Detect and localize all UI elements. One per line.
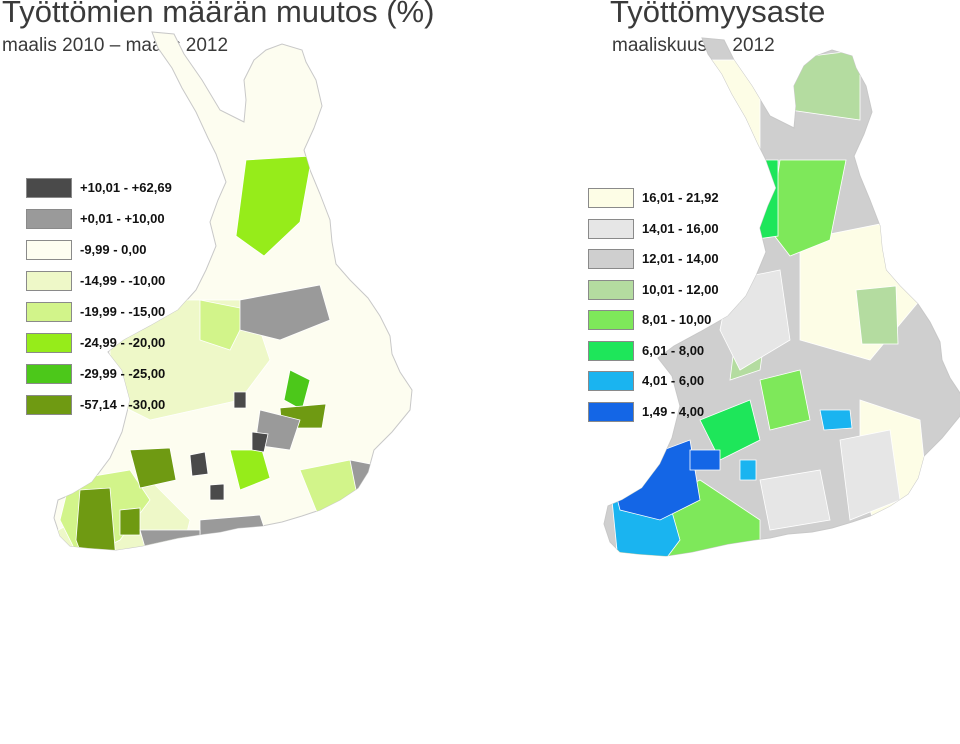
legend-label: 12,01 - 14,00 xyxy=(642,251,719,266)
legend-item: 16,01 - 21,92 xyxy=(588,188,828,208)
legend-label: 16,01 - 21,92 xyxy=(642,190,719,205)
legend-label: -19,99 - -15,00 xyxy=(80,304,166,319)
legend-label: 10,01 - 12,00 xyxy=(642,281,719,297)
legend-swatch xyxy=(588,279,634,300)
legend-label: -9,99 - 0,00 xyxy=(80,242,147,257)
legend-label: 1,49 - 4,00 xyxy=(642,403,705,419)
legend-swatch xyxy=(588,371,634,391)
legend-swatch xyxy=(26,271,72,291)
right-map xyxy=(603,37,960,557)
legend-label: 6,01 - 8,00 xyxy=(642,342,705,358)
right-map-title: Työttömyysaste xyxy=(610,0,826,29)
legend-item: -57,14 - -30,00 xyxy=(26,395,266,415)
legend-swatch xyxy=(26,178,72,198)
legend-label: +0,01 - +10,00 xyxy=(80,211,165,226)
legend-swatch xyxy=(588,310,634,330)
legend-label: -29,99 - -25,00 xyxy=(80,366,166,381)
legend-label: -57,14 - -30,00 xyxy=(80,397,166,412)
legend-label: 8,01 - 10,00 xyxy=(642,312,712,327)
legend-swatch xyxy=(588,340,634,361)
legend-item: 10,01 - 12,00 xyxy=(588,279,828,300)
legend-label: -24,99 - -20,00 xyxy=(80,335,166,350)
legend-swatch xyxy=(26,209,72,229)
legend-swatch xyxy=(26,364,72,384)
legend-swatch xyxy=(26,395,72,415)
legend-label: -14,99 - -10,00 xyxy=(80,273,166,288)
left-map xyxy=(53,31,413,551)
legend-item: 14,01 - 16,00 xyxy=(588,218,828,239)
legend-swatch xyxy=(588,188,634,208)
legend-swatch xyxy=(26,302,72,322)
right-map-subtitle: maaliskuussa 2012 xyxy=(612,35,775,56)
legend-item: -14,99 - -10,00 xyxy=(26,271,266,291)
legend-swatch xyxy=(26,333,72,353)
legend-swatch xyxy=(588,218,634,239)
legend-swatch xyxy=(26,240,72,260)
legend-item: 4,01 - 6,00 xyxy=(588,371,828,391)
legend-item: -24,99 - -20,00 xyxy=(26,333,266,353)
legend-label: 14,01 - 16,00 xyxy=(642,220,719,236)
legend-item: +0,01 - +10,00 xyxy=(26,209,266,229)
legend-swatch xyxy=(588,249,634,269)
legend-item: -9,99 - 0,00 xyxy=(26,240,266,260)
legend-label: 4,01 - 6,00 xyxy=(642,373,705,388)
legend-label: +10,01 - +62,69 xyxy=(80,180,172,195)
legend-item: 6,01 - 8,00 xyxy=(588,340,828,361)
legend-item: 8,01 - 10,00 xyxy=(588,310,828,330)
legend-item: -19,99 - -15,00 xyxy=(26,302,266,322)
left-map-title: Työttömien määrän muutos (%) xyxy=(2,0,435,29)
legend-item: 12,01 - 14,00 xyxy=(588,249,828,269)
legend-item: -29,99 - -25,00 xyxy=(26,364,266,384)
legend-item: +10,01 - +62,69 xyxy=(26,178,266,198)
legend-swatch xyxy=(588,401,634,422)
legend-item: 1,49 - 4,00 xyxy=(588,401,828,422)
